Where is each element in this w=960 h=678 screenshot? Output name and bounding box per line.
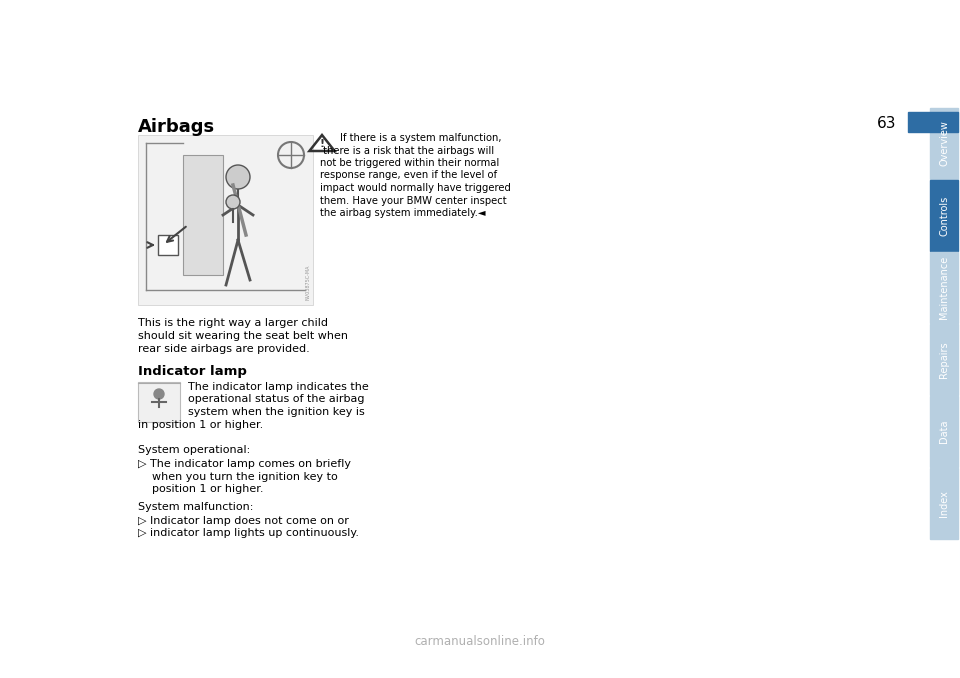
Text: Index: Index (939, 490, 949, 517)
Text: rear side airbags are provided.: rear side airbags are provided. (138, 344, 310, 354)
Text: ▷ Indicator lamp does not come on or: ▷ Indicator lamp does not come on or (138, 516, 348, 526)
Text: !: ! (320, 139, 324, 149)
Bar (158, 235, 178, 255)
Text: there is a risk that the airbags will: there is a risk that the airbags will (320, 146, 494, 155)
Bar (930, 252, 958, 323)
Circle shape (226, 165, 250, 189)
Text: 63: 63 (876, 116, 896, 131)
Text: The indicator lamp indicates the: The indicator lamp indicates the (188, 382, 369, 392)
Text: response range, even if the level of: response range, even if the level of (320, 170, 497, 180)
Text: Data: Data (939, 420, 949, 443)
Text: ▷ indicator lamp lights up continuously.: ▷ indicator lamp lights up continuously. (138, 528, 359, 538)
Bar (138, 135, 313, 305)
Bar (930, 180, 958, 251)
Text: not be triggered within their normal: not be triggered within their normal (320, 158, 499, 168)
Text: Maintenance: Maintenance (939, 256, 949, 319)
Bar (930, 324, 958, 395)
Text: should sit wearing the seat belt when: should sit wearing the seat belt when (138, 331, 348, 341)
Bar (908, 112, 958, 132)
Text: Indicator lamp: Indicator lamp (138, 365, 247, 378)
Text: carmanualsonline.info: carmanualsonline.info (415, 635, 545, 648)
Text: Controls: Controls (939, 195, 949, 236)
Text: Airbags: Airbags (138, 118, 215, 136)
Text: system when the ignition key is: system when the ignition key is (188, 407, 365, 417)
Text: impact would normally have triggered: impact would normally have triggered (320, 183, 511, 193)
Text: System malfunction:: System malfunction: (138, 502, 253, 512)
Text: Repairs: Repairs (939, 341, 949, 378)
Text: If there is a system malfunction,: If there is a system malfunction, (340, 133, 501, 143)
Bar (183, 155, 223, 275)
Text: ▷ The indicator lamp comes on briefly: ▷ The indicator lamp comes on briefly (138, 459, 351, 469)
Bar (138, 382, 180, 422)
Text: them. Have your BMW center inspect: them. Have your BMW center inspect (320, 195, 507, 205)
Bar (930, 396, 958, 467)
Text: in position 1 or higher.: in position 1 or higher. (138, 420, 263, 429)
Text: System operational:: System operational: (138, 445, 251, 455)
Bar (930, 108, 958, 179)
Text: This is the right way a larger child: This is the right way a larger child (138, 318, 328, 328)
Text: position 1 or higher.: position 1 or higher. (138, 484, 263, 494)
Bar (930, 468, 958, 539)
Circle shape (154, 389, 164, 399)
Text: operational status of the airbag: operational status of the airbag (188, 395, 365, 405)
Text: Overview: Overview (939, 121, 949, 166)
Text: when you turn the ignition key to: when you turn the ignition key to (138, 471, 338, 481)
Text: the airbag system immediately.◄: the airbag system immediately.◄ (320, 208, 486, 218)
Text: NV03875C-MA: NV03875C-MA (305, 264, 310, 300)
Circle shape (226, 195, 240, 209)
